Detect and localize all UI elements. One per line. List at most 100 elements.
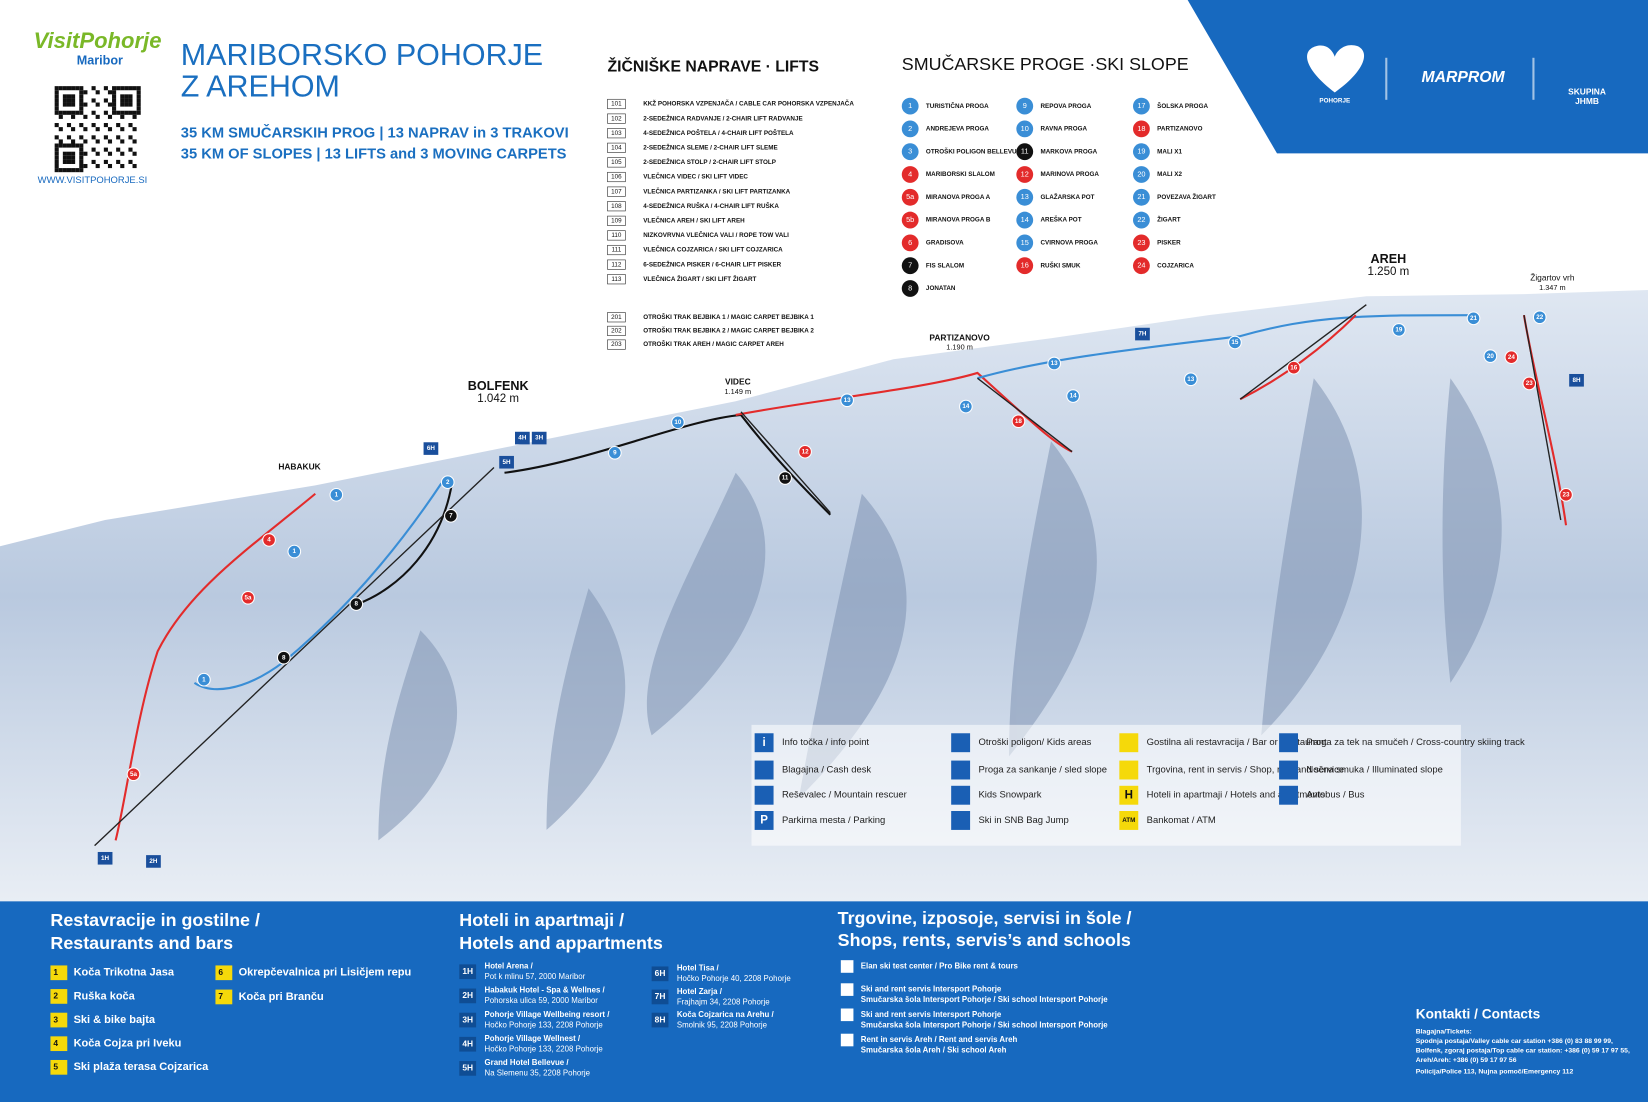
slope-marker (840, 393, 854, 408)
qr-cell (66, 151, 72, 156)
slope-badge (1133, 234, 1150, 252)
slope-number: 15 (1021, 238, 1029, 247)
restaurant-name: Koča Cojza pri Iveku (74, 1038, 182, 1050)
slope-marker (778, 471, 792, 485)
qr-cell (54, 86, 59, 91)
contact-line: Blagajna/Tickets: (1416, 1028, 1472, 1035)
legend-icon (754, 733, 774, 753)
slope-number: 22 (1137, 215, 1145, 224)
lift-number: 202 (611, 328, 622, 335)
qr-cell (120, 163, 125, 169)
qr-cell (91, 98, 96, 103)
lift-number: 109 (611, 217, 622, 224)
slope-marker (1066, 389, 1080, 403)
legend-icon-label: H (1125, 789, 1133, 801)
marker-label: 1 (335, 491, 339, 498)
qr-cell (58, 143, 63, 148)
lift-num-box (607, 201, 626, 212)
qr-cell (83, 127, 88, 132)
marker-label: 12 (802, 448, 810, 455)
slope-number: 23 (1137, 238, 1145, 247)
lift-label: OTROŠKI TRAK BEJBIKA 2 / MAGIC CARPET BE… (643, 326, 814, 335)
hotel-code: 7H (655, 991, 666, 1001)
legend-icon (1119, 760, 1139, 780)
slope-number: 18 (1137, 124, 1145, 133)
slope-number: 8 (908, 283, 912, 292)
hotel-name: Grand Hotel Bellevue / (485, 1058, 570, 1067)
slope-badge (901, 166, 919, 183)
hotel-name: Koča Cojzarica na Arehu / (677, 1010, 775, 1019)
qr-cell (128, 102, 133, 107)
lift-lines (94, 304, 1562, 847)
legend-icon-label: ATM (1122, 817, 1135, 824)
qr-cell (103, 135, 108, 140)
hotel-marker (146, 855, 161, 868)
slope-number: 5a (906, 192, 915, 201)
slope-marker (1228, 335, 1242, 350)
lift-num-box (607, 98, 626, 110)
slope-name: MARKOVA PROGA (1041, 148, 1098, 155)
qr-cell (54, 135, 59, 140)
hotel-code: 8H (655, 1014, 666, 1024)
qr-cell (71, 94, 76, 99)
lift-number: 108 (611, 203, 622, 210)
logo-group: SKUPINA (1568, 87, 1606, 97)
slope-name: PISKER (1157, 240, 1181, 247)
qr-cell (95, 90, 100, 95)
qr-cell (116, 159, 121, 164)
slope-marker (1483, 349, 1498, 363)
legend-icon (1279, 733, 1299, 753)
lift-number: 103 (611, 130, 622, 137)
legend-icon (951, 760, 971, 780)
lift-number: 102 (611, 115, 622, 122)
qr-cell (75, 86, 80, 91)
qr-cell (103, 147, 108, 152)
valleys (378, 378, 1502, 841)
hotel-address: Frajhajm 34, 2208 Pohorje (677, 997, 770, 1006)
place-name: AREH (1371, 252, 1407, 266)
restaurant-code: 2 (53, 991, 58, 1001)
qr-cell (128, 147, 133, 152)
hotel-marker (499, 455, 514, 469)
slope-marker (1466, 311, 1481, 326)
qr-cell (128, 159, 133, 164)
qr-cell (128, 98, 133, 103)
slope-marker (287, 544, 302, 559)
qr-cell (136, 94, 141, 99)
qr-cell (54, 159, 59, 164)
lift-label: 2-SEDEŽNICA STOLP / 2-CHAIR LIFT STOLP (643, 157, 776, 166)
place-name: PARTIZANOVO (929, 332, 990, 342)
slope-marker (197, 672, 211, 687)
marker-label: 24 (1508, 354, 1516, 361)
slope-name: MALI X1 (1157, 148, 1182, 155)
slope-badge (1133, 188, 1150, 206)
slope-number: 3 (908, 147, 912, 156)
section-heading: Shops, rents, servis’s and schools (838, 930, 1131, 950)
divider (1532, 57, 1535, 100)
legend-icon (951, 733, 971, 753)
marker-label: 4 (267, 537, 271, 544)
hotel-code: 6H (655, 968, 666, 978)
slope-badge (1133, 211, 1150, 229)
qr-cell (71, 143, 76, 148)
qr-cell (95, 114, 100, 119)
lift-number: 106 (611, 174, 622, 181)
slope-marker (126, 767, 141, 782)
lift-label: VLEČNICA AREH / SKI LIFT AREH (643, 215, 745, 224)
marker-label: 14 (1070, 393, 1078, 400)
qr-cell (58, 114, 63, 119)
slope-number: 14 (1021, 215, 1029, 224)
marker-label: 13 (844, 397, 852, 404)
slope-number: 19 (1137, 147, 1145, 156)
slope-marker (440, 475, 455, 490)
legend-text: Proga za tek na smučeh / Cross-country s… (1306, 737, 1525, 748)
qr-cell (79, 135, 84, 140)
qr-cell (54, 168, 59, 173)
lift-label: VLEČNICA COJZARICA / SKI LIFT COJZARICA (643, 245, 783, 254)
qr-code (54, 86, 141, 173)
qr-cell (62, 86, 67, 91)
qr-cell (66, 143, 72, 148)
qr-cell (71, 168, 76, 173)
qr-cell (136, 98, 141, 103)
qr-cell (116, 86, 121, 91)
